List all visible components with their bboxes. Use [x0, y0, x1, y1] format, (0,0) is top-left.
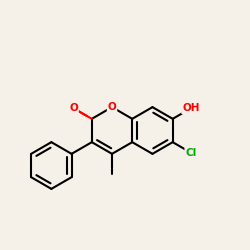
Text: OH: OH	[182, 103, 200, 113]
Text: Cl: Cl	[185, 148, 196, 158]
Text: O: O	[108, 102, 116, 112]
Text: O: O	[69, 103, 78, 113]
